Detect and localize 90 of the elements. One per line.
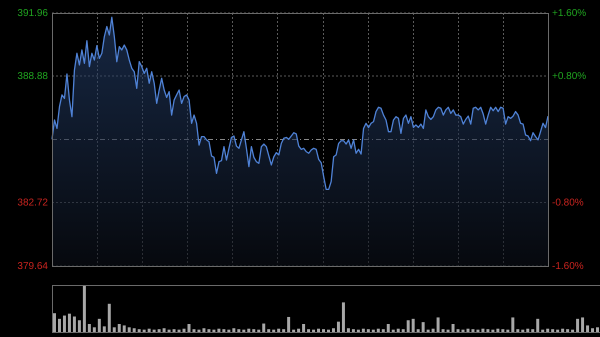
bar	[138, 329, 141, 332]
bar	[551, 329, 554, 332]
bar	[128, 327, 131, 332]
bar	[192, 329, 196, 332]
bar	[58, 318, 61, 332]
bar	[336, 322, 340, 332]
bar	[297, 328, 300, 332]
bar	[466, 328, 470, 332]
y-tick-label: 382.72	[17, 198, 48, 208]
bar	[436, 317, 440, 332]
bar	[237, 329, 240, 332]
bar	[158, 329, 161, 332]
bar	[576, 318, 580, 332]
bar	[182, 328, 186, 332]
bar	[262, 324, 266, 332]
bar	[247, 328, 250, 332]
bar	[442, 329, 445, 332]
bar	[302, 324, 306, 332]
bar	[376, 328, 380, 332]
bar	[207, 329, 210, 332]
bar	[416, 329, 420, 332]
bar	[222, 329, 226, 332]
bar	[481, 328, 484, 332]
bar	[78, 320, 81, 332]
bar	[112, 327, 116, 332]
bar	[317, 328, 320, 332]
bar	[267, 329, 270, 332]
bar	[516, 329, 520, 332]
bar	[72, 316, 76, 332]
bar	[102, 326, 106, 332]
bar	[396, 328, 400, 332]
bar	[277, 328, 280, 332]
bar	[386, 324, 390, 332]
bar	[352, 329, 355, 332]
bar	[412, 318, 415, 332]
bar	[232, 328, 236, 332]
bar	[332, 328, 335, 332]
bar	[581, 317, 584, 332]
bar	[162, 328, 166, 332]
bar	[566, 329, 570, 332]
bar	[322, 329, 326, 332]
bar	[561, 328, 564, 332]
bar	[452, 324, 455, 332]
bar	[591, 328, 594, 332]
bar	[596, 327, 600, 332]
bar	[511, 317, 514, 332]
bar	[486, 329, 490, 332]
bar	[188, 324, 190, 332]
bar	[406, 320, 410, 332]
bar	[362, 328, 365, 332]
bar	[307, 329, 310, 332]
bar	[88, 324, 91, 332]
bar	[342, 302, 345, 332]
bar	[422, 322, 425, 332]
bar	[471, 329, 474, 332]
y-tick-label: 388.88	[17, 71, 48, 82]
bar	[456, 329, 460, 332]
y2-tick-label: -0.80%	[552, 198, 584, 208]
bar	[501, 329, 504, 332]
bar	[346, 328, 350, 332]
bar	[108, 304, 111, 332]
bar	[82, 285, 86, 332]
bar	[496, 328, 500, 332]
bar	[62, 316, 66, 332]
bar	[402, 329, 405, 332]
bar	[536, 318, 540, 332]
y2-tick-label: +0.80%	[552, 71, 586, 82]
y2-tick-label: -1.60%	[552, 260, 584, 272]
bar	[98, 318, 101, 332]
bar	[546, 328, 550, 332]
y2-tick-label: +1.60%	[552, 8, 586, 19]
bar	[432, 328, 435, 332]
bar	[172, 329, 176, 332]
bar	[282, 329, 286, 332]
bar	[132, 328, 136, 332]
y-tick-label: 379.64	[17, 260, 48, 272]
bar	[366, 329, 370, 332]
bar	[68, 314, 71, 332]
bar	[287, 316, 290, 332]
bar	[202, 328, 206, 332]
bar	[217, 328, 220, 332]
bar	[122, 325, 126, 332]
y-tick-label: 391.96	[17, 8, 48, 19]
bar	[382, 329, 385, 332]
bar	[148, 328, 151, 332]
bar	[52, 313, 56, 332]
bar	[252, 329, 256, 332]
bar	[586, 325, 590, 332]
bar	[92, 327, 96, 332]
bar	[526, 328, 530, 332]
